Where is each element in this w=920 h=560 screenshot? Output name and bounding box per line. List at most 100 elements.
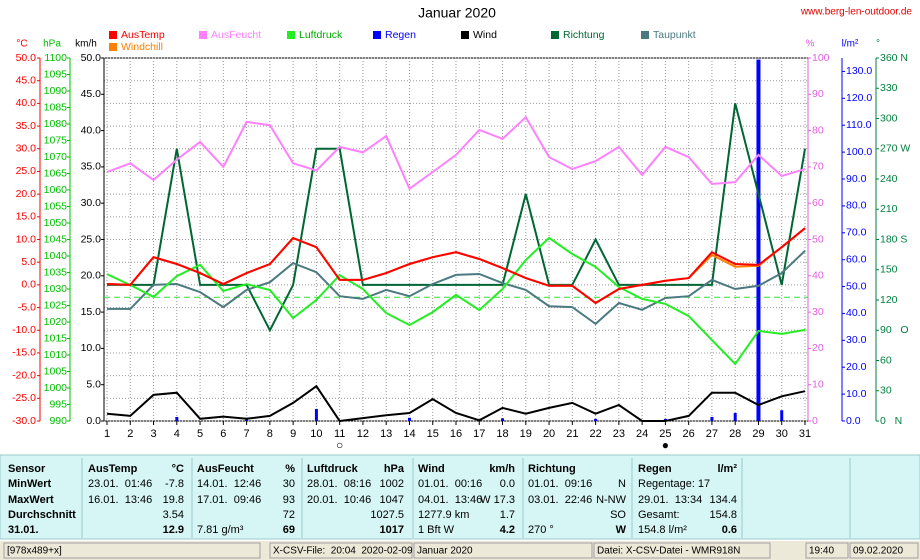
legend-swatch: [641, 31, 649, 39]
y-tick-label: 1090: [44, 85, 68, 97]
table-cell: 154.8 l/m²: [638, 524, 687, 536]
status-panel: [269, 542, 413, 559]
table-cell: 28.01. 08:16: [307, 478, 371, 490]
legend-swatch: [551, 31, 559, 39]
source-link: www.berg-len-outdoor.de: [800, 7, 913, 18]
x-tick-label: 28: [729, 428, 741, 440]
y-tick-label: 1025: [44, 299, 68, 311]
status-panel: [3, 542, 261, 559]
table-cell: W: [616, 524, 627, 536]
y-tick-label: 20.0: [16, 188, 37, 200]
y-tick-label: 180 S: [880, 233, 907, 245]
y-tick-label: 1080: [44, 118, 68, 130]
x-tick-label: 10: [310, 428, 322, 440]
x-tick-label: 1: [104, 428, 110, 440]
legend-swatch: [109, 43, 117, 51]
moon-marker: ●: [662, 438, 669, 452]
y-tick-label: 1035: [44, 266, 68, 278]
x-tick-label: 8: [267, 428, 273, 440]
y-tick-label: -25.0: [12, 392, 36, 404]
x-tick-label: 20: [543, 428, 555, 440]
table-cell: Luftdruck: [307, 463, 359, 475]
table-cell: 154.8: [709, 509, 737, 521]
y-tick-label: 25.0: [81, 233, 102, 245]
y-tick-label: 1075: [44, 134, 68, 146]
table-cell: Gesamt:: [638, 509, 680, 521]
x-tick-label: 25: [659, 428, 671, 440]
table-cell: l/m²: [717, 463, 737, 475]
x-tick-label: 18: [496, 428, 508, 440]
y-tick-label: 100: [812, 52, 830, 64]
y-tick-label: -10.0: [12, 324, 36, 336]
y-tick-label: 70: [812, 161, 824, 173]
y-tick-label: 1010: [44, 349, 68, 361]
status-text: X-CSV-File: 20:04 2020-02-09: [273, 546, 413, 557]
rain-bar: [756, 59, 761, 421]
table-cell: 04.01. 13:46: [418, 494, 482, 506]
table-cell: 1 Bft W: [418, 524, 455, 536]
status-text: [978x489+x]: [7, 546, 62, 557]
table-cell: %: [285, 463, 295, 475]
x-tick-label: 16: [450, 428, 462, 440]
y-tick-label: 150: [880, 264, 898, 276]
legend-label: Regen: [385, 29, 416, 41]
table-cell: °C: [172, 463, 184, 475]
y-tick-label: 1000: [44, 382, 68, 394]
y-tick-label: 60: [880, 354, 892, 366]
table-cell: 29.01. 13:34: [638, 494, 702, 506]
x-tick-label: 30: [776, 428, 788, 440]
table-cell: hPa: [384, 463, 405, 475]
legend-label: Taupunkt: [653, 29, 696, 41]
x-tick-label: 19: [520, 428, 532, 440]
table-cell: Regen: [638, 463, 672, 475]
table-cell: 16.01. 13:46: [88, 494, 152, 506]
x-tick-label: 14: [403, 428, 415, 440]
table-cell: 1047: [380, 494, 404, 506]
table-panel: [0, 454, 920, 540]
x-tick-label: 13: [380, 428, 392, 440]
table-cell: MinWert: [8, 478, 52, 490]
y-tick-label: 120: [880, 294, 898, 306]
x-tick-label: 26: [683, 428, 695, 440]
status-bar: [0, 541, 920, 560]
y-tick-label: 50: [812, 233, 824, 245]
x-tick-label: 29: [752, 428, 764, 440]
y-tick-label: 40.0: [16, 97, 37, 109]
status-text: Januar 2020: [417, 546, 473, 557]
status-text: 19:40: [809, 546, 834, 557]
table-cell: 20.01. 10:46: [307, 494, 371, 506]
y-tick-label: 40: [812, 270, 824, 282]
y-tick-label: 70.0: [846, 227, 867, 239]
table-cell: 3.54: [163, 509, 184, 521]
x-tick-label: 5: [197, 428, 203, 440]
table-cell: AusFeucht: [197, 463, 254, 475]
table-cell: 7.81 g/m³: [197, 524, 244, 536]
y-tick-label: 1045: [44, 233, 68, 245]
y-tick-label: 25.0: [16, 165, 37, 177]
table-cell: Richtung: [528, 463, 576, 475]
y-tick-label: 1040: [44, 250, 68, 262]
y-tick-label: 0.0: [21, 279, 36, 291]
rain-bar: [780, 410, 784, 421]
table-cell: 72: [283, 509, 295, 521]
table-cell: 19.8: [163, 494, 184, 506]
y-tick-label: 30: [812, 306, 824, 318]
rain-bar: [501, 418, 505, 421]
table-cell: 1027.5: [370, 509, 404, 521]
y-tick-label: 120.0: [846, 92, 872, 104]
y-tick-label: -5.0: [18, 301, 36, 313]
x-tick-label: 27: [706, 428, 718, 440]
y-tick-label: 50.0: [81, 52, 102, 64]
y-tick-label: 330: [880, 82, 898, 94]
table-cell: 1277.9 km: [418, 509, 469, 521]
table-cell: 30: [283, 478, 295, 490]
y-axis-title: l/m²: [842, 39, 859, 50]
y-tick-label: 1060: [44, 184, 68, 196]
table-cell: Durchschnitt: [8, 509, 76, 521]
y-tick-label: 30.0: [81, 197, 102, 209]
y-tick-label: 30: [880, 385, 892, 397]
y-tick-label: 0: [812, 415, 818, 427]
y-tick-label: 0 N: [880, 415, 902, 427]
x-tick-label: 3: [150, 428, 156, 440]
